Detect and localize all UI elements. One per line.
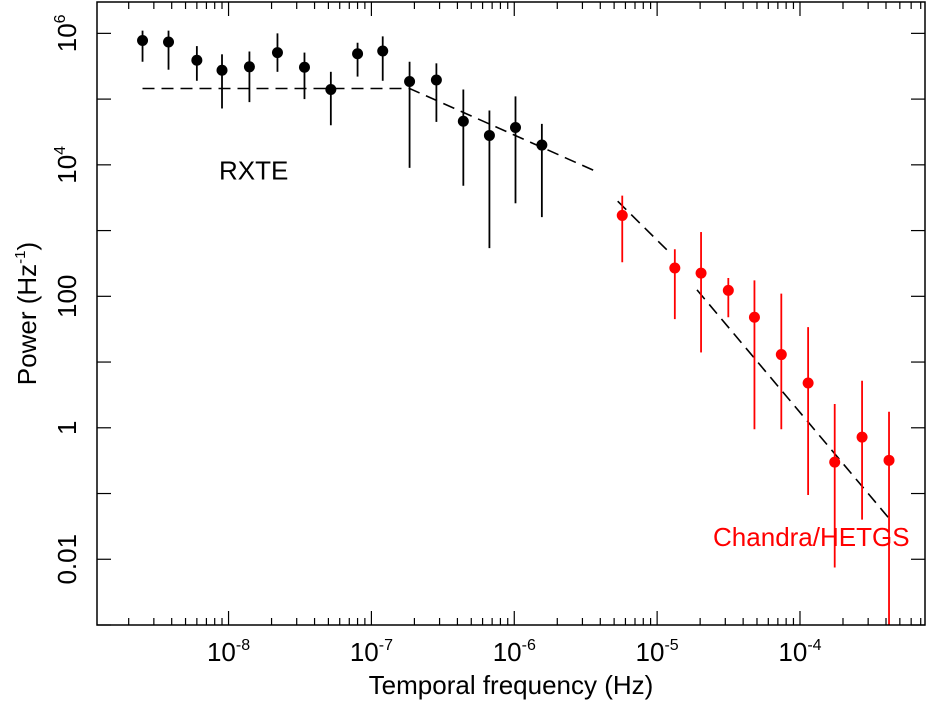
y-tick-label-base: 100	[52, 275, 82, 318]
data-point	[616, 209, 628, 221]
data-point	[377, 45, 389, 57]
y-tick-label: 0.01	[52, 534, 82, 585]
x-tick-label: 10-5	[636, 637, 679, 667]
data-point	[802, 377, 814, 389]
x-tick-label-exp: -6	[522, 637, 536, 654]
x-tick-label-exp: -5	[664, 637, 678, 654]
data-point	[137, 34, 149, 46]
data-point	[216, 64, 228, 76]
data-series	[137, 30, 895, 625]
annotation-label: Chandra/HETGS	[713, 522, 910, 552]
y-axis-label-main: Power (Hz	[12, 264, 42, 385]
annotation-label: RXTE	[219, 155, 288, 185]
data-point	[722, 284, 734, 296]
data-point	[509, 121, 521, 133]
y-axis-label-sup: -1	[12, 250, 29, 263]
x-tick-label-base: 10	[207, 637, 236, 667]
data-point	[457, 115, 469, 127]
x-tick-label: 10-7	[350, 637, 393, 667]
data-point	[856, 431, 868, 443]
series-chandra	[616, 195, 895, 625]
annotations: RXTE Chandra/HETGS	[219, 155, 910, 551]
plot-frame	[96, 1, 926, 626]
model-line	[142, 87, 598, 173]
data-point	[748, 311, 760, 323]
model-line	[617, 200, 668, 251]
data-point	[695, 267, 707, 279]
data-point	[163, 36, 175, 48]
x-tick-label: 10-8	[207, 637, 250, 667]
x-tick-label-base: 10	[778, 637, 807, 667]
x-tick-label-base: 10	[493, 637, 522, 667]
data-point	[829, 456, 841, 468]
data-point	[352, 48, 364, 60]
data-point	[298, 61, 310, 73]
y-tick-label-exp: 6	[52, 14, 69, 23]
model-line	[696, 289, 890, 519]
x-tick-label-base: 10	[350, 637, 379, 667]
y-tick-label: 106	[52, 14, 82, 52]
x-tick-label-exp: -4	[807, 637, 821, 654]
x-tick-label-exp: -7	[379, 637, 393, 654]
data-point	[669, 262, 681, 274]
y-tick-label: 104	[52, 146, 82, 184]
y-tick-label-base: 1	[52, 421, 82, 435]
data-point	[483, 129, 495, 141]
y-axis-label: Power (Hz-1)	[12, 242, 42, 385]
x-tick-label: 10-4	[778, 637, 821, 667]
x-tick-label-base: 10	[636, 637, 665, 667]
y-axis-label-close: )	[12, 242, 42, 251]
y-tick-label-base: 10	[52, 155, 82, 184]
data-point	[325, 83, 337, 95]
data-point	[536, 139, 548, 151]
x-tick-label: 10-6	[493, 637, 536, 667]
data-point	[430, 74, 442, 86]
data-point	[271, 47, 283, 59]
y-tick-label: 100	[52, 275, 82, 318]
y-tick-label-base: 0.01	[52, 534, 82, 585]
data-point	[191, 54, 203, 66]
y-tick-label-exp: 4	[52, 146, 69, 155]
x-tick-label-exp: -8	[236, 637, 250, 654]
y-tick-label-base: 10	[52, 23, 82, 52]
x-axis-label: Temporal frequency (Hz)	[369, 670, 654, 700]
data-point	[243, 61, 255, 73]
data-point	[883, 454, 895, 466]
y-tick-label: 1	[52, 421, 82, 435]
data-point	[775, 349, 787, 361]
data-point	[404, 76, 416, 88]
series-rxte	[137, 30, 548, 249]
